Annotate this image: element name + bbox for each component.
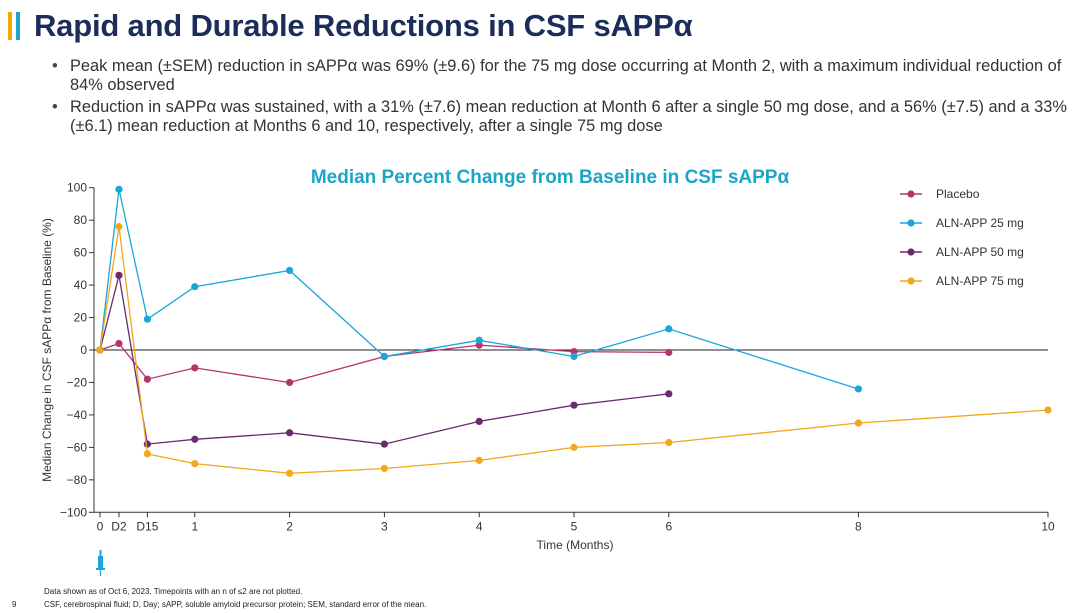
data-point <box>143 450 151 458</box>
data-point <box>191 283 199 291</box>
data-point <box>286 429 294 437</box>
data-point <box>115 185 123 193</box>
x-tick-label: 3 <box>381 519 388 533</box>
data-point <box>191 364 199 372</box>
y-tick-label: −80 <box>67 473 88 487</box>
accent-bar-orange <box>8 12 12 40</box>
legend-swatch-marker <box>907 248 915 256</box>
data-point <box>570 352 578 361</box>
y-tick-label: −60 <box>67 440 88 454</box>
data-point <box>854 419 863 427</box>
data-point <box>286 378 294 387</box>
x-tick-label: 2 <box>286 519 293 533</box>
y-axis-label: Median Change in CSF sAPPα from Baseline… <box>40 218 54 482</box>
x-tick-label: 6 <box>665 519 672 533</box>
data-point <box>665 348 673 357</box>
series-aln-app-25-mg <box>96 185 863 393</box>
page-title: Rapid and Durable Reductions in CSF sAPP… <box>34 8 693 43</box>
y-tick-label: −20 <box>67 375 88 389</box>
legend-label: ALN-APP 75 mg <box>936 274 1024 288</box>
series-line <box>99 189 859 390</box>
line-chart: Median Percent Change from Baseline in C… <box>40 167 1055 576</box>
legend-item: ALN-APP 25 mg <box>900 216 1024 230</box>
data-point <box>286 469 294 477</box>
y-tick-label: −40 <box>67 408 88 422</box>
data-point <box>115 271 123 279</box>
data-point <box>380 464 388 473</box>
y-tick-label: 20 <box>74 311 88 325</box>
x-tick-label: D2 <box>111 519 127 533</box>
data-point <box>380 440 388 448</box>
x-tick-label: D15 <box>136 519 158 533</box>
data-point <box>191 460 199 468</box>
legend-label: Placebo <box>936 187 980 201</box>
x-tick-label: 1 <box>191 519 198 533</box>
legend-item: ALN-APP 50 mg <box>900 245 1024 259</box>
series-aln-app-75-mg <box>96 223 1052 477</box>
legend-label: ALN-APP 50 mg <box>936 245 1024 259</box>
data-point <box>570 443 578 451</box>
series-layer <box>96 185 1052 477</box>
x-tick-label: 10 <box>1041 519 1055 533</box>
y-tick-label: 60 <box>74 246 88 260</box>
data-point <box>191 435 199 443</box>
data-point <box>570 401 578 409</box>
series-aln-app-50-mg <box>96 271 673 448</box>
accent-bar-blue <box>16 12 20 40</box>
page-number: 9 <box>12 600 17 609</box>
syringe-icon <box>96 550 105 576</box>
legend-item: Placebo <box>900 187 980 201</box>
y-tick-label: 0 <box>80 343 87 357</box>
bullet-list: Peak mean (±SEM) reduction in sAPPα was … <box>50 57 1070 139</box>
y-tick-label: 40 <box>74 278 88 292</box>
legend-label: ALN-APP 25 mg <box>936 216 1024 230</box>
title-bar: Rapid and Durable Reductions in CSF sAPP… <box>8 6 693 46</box>
legend-swatch-marker <box>907 190 915 198</box>
legend: Placebo ALN-APP 25 mg ALN-APP 50 mg ALN-APP… <box>900 187 1024 288</box>
bullet-item: Reduction in sAPPα was sustained, with a… <box>50 98 1070 136</box>
data-point <box>143 375 151 383</box>
data-point <box>665 390 673 398</box>
data-point <box>115 339 123 348</box>
x-axis-label: Time (Months) <box>537 538 614 552</box>
legend-swatch-marker <box>907 277 915 285</box>
y-tick-label: 100 <box>67 181 87 195</box>
data-point <box>286 266 294 275</box>
legend-swatch-marker <box>907 219 915 227</box>
footnote-abbreviations: CSF, cerebrospinal fluid; D, Day; sAPP, … <box>44 600 427 609</box>
data-point <box>143 440 151 448</box>
series-line <box>99 342 669 384</box>
x-tick-label: 4 <box>476 519 483 533</box>
legend-item: ALN-APP 75 mg <box>900 274 1024 288</box>
data-point <box>475 417 483 426</box>
data-point <box>96 346 104 354</box>
x-tick-label: 5 <box>571 519 578 533</box>
data-point <box>115 223 123 231</box>
chart-title: Median Percent Change from Baseline in C… <box>311 167 790 188</box>
data-point <box>475 456 483 464</box>
data-point <box>475 336 483 344</box>
data-point <box>380 352 388 361</box>
footnote-data-note: Data shown as of Oct 6, 2023. Timepoints… <box>44 587 303 596</box>
series-placebo <box>96 339 673 387</box>
x-tick-label: 8 <box>855 519 862 533</box>
data-point <box>143 315 151 323</box>
data-point <box>1044 406 1052 414</box>
data-point <box>665 438 673 447</box>
y-tick-label: −100 <box>60 505 87 519</box>
data-point <box>665 325 673 333</box>
axes: −100 −80 −60 −40 −20 0 20 40 60 80 100 0 D2 D15 1 2 3 4 5 6… <box>60 181 1055 534</box>
data-point <box>854 385 863 393</box>
x-tick-label: 0 <box>97 519 104 533</box>
bullet-item: Peak mean (±SEM) reduction in sAPPα was … <box>50 57 1070 95</box>
y-tick-label: 80 <box>74 213 88 227</box>
